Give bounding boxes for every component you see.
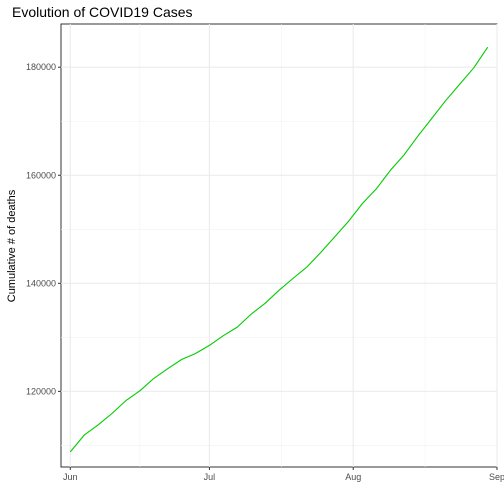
x-tick-label: Jun: [63, 472, 78, 482]
y-axis-title: Cumulative # of deaths: [6, 189, 18, 302]
x-tick-label: Sep: [489, 472, 504, 482]
grid-layer: [61, 24, 498, 467]
tick-layer: 120000 140000 160000 180000 Jun Jul Aug Sep: [26, 62, 504, 482]
y-tick-label: 120000: [26, 386, 56, 396]
series-layer: [69, 46, 489, 453]
y-tick-label: 160000: [26, 170, 56, 180]
x-tick-label: Jul: [204, 472, 216, 482]
y-tick-label: 180000: [26, 62, 56, 72]
y-tick-label: 140000: [26, 278, 56, 288]
x-tick-label: Aug: [345, 472, 361, 482]
series-line: [69, 46, 489, 453]
chart-title: Evolution of COVID19 Cases: [12, 4, 193, 20]
